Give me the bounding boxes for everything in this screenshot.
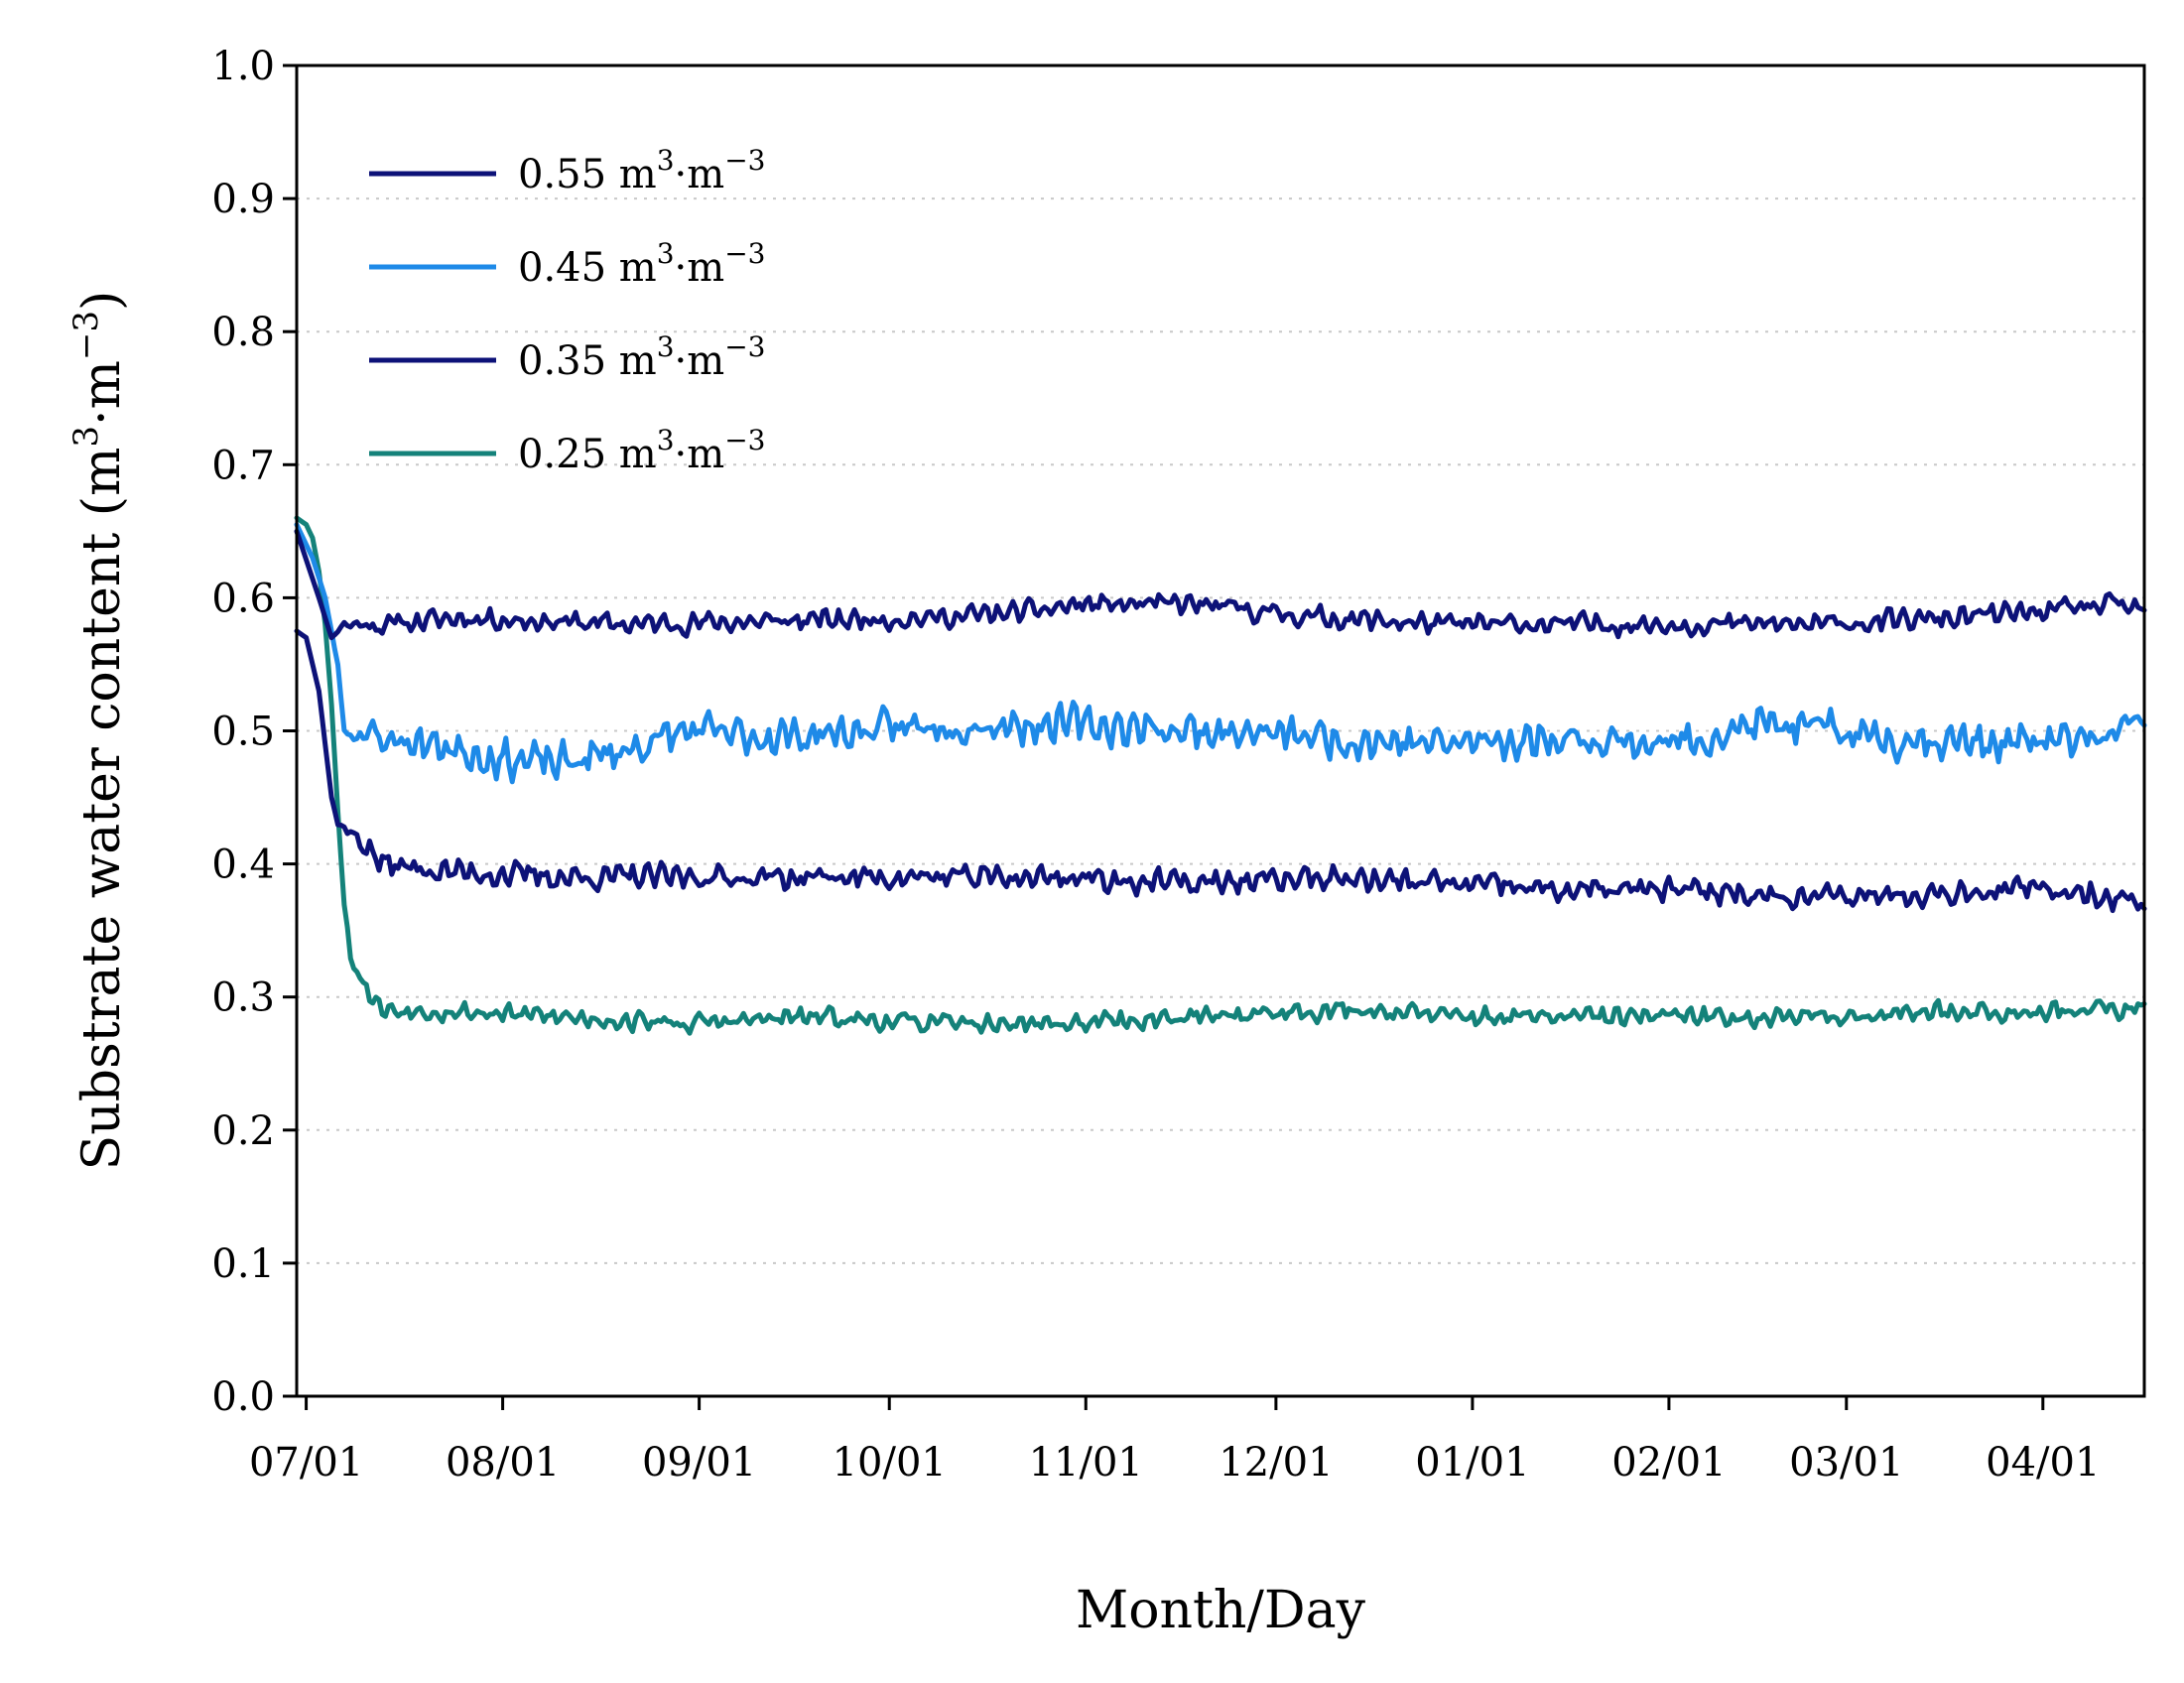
x-tick-label: 01/01 bbox=[1415, 1440, 1529, 1486]
x-axis: 07/01 08/01 09/01 10/01 11/01 12/01 01/01 02/01… bbox=[249, 1396, 2100, 1486]
y-tick-label: 0.5 bbox=[211, 710, 275, 755]
legend-label: 0.25 m3·m−3 bbox=[518, 424, 765, 477]
x-tick-label: 08/01 bbox=[446, 1440, 560, 1486]
y-axis: 0.0 0.1 0.2 0.3 0.4 0.5 0.6 0.7 0.8 0.9 1.0 bbox=[211, 44, 297, 1420]
x-tick-label: 12/01 bbox=[1219, 1440, 1333, 1486]
y-tick-label: 0.4 bbox=[211, 842, 275, 888]
y-tick-label: 0.6 bbox=[211, 576, 275, 621]
x-tick-label: 11/01 bbox=[1029, 1440, 1143, 1486]
legend-label: 0.55 m3·m−3 bbox=[518, 144, 765, 197]
legend-label: 0.35 m3·m−3 bbox=[518, 330, 765, 384]
y-tick-label: 0.7 bbox=[211, 443, 275, 488]
y-tick-label: 0.2 bbox=[211, 1108, 275, 1154]
legend-item: 0.55 m3·m−3 bbox=[369, 144, 765, 197]
y-tick-label: 0.0 bbox=[211, 1374, 275, 1420]
series-line bbox=[294, 522, 2147, 785]
legend-label: 0.45 m3·m−3 bbox=[518, 237, 765, 291]
y-tick-label: 0.9 bbox=[211, 177, 275, 222]
series-lines bbox=[294, 515, 2147, 1036]
x-tick-label: 04/01 bbox=[1986, 1440, 2100, 1486]
y-tick-label: 0.8 bbox=[211, 310, 275, 355]
legend-item: 0.25 m3·m−3 bbox=[369, 424, 765, 477]
y-tick-label: 0.1 bbox=[211, 1241, 275, 1287]
legend-item: 0.45 m3·m−3 bbox=[369, 237, 765, 291]
x-tick-label: 02/01 bbox=[1611, 1440, 1726, 1486]
legend-item: 0.35 m3·m−3 bbox=[369, 330, 765, 384]
legend: 0.55 m3·m−3 0.45 m3·m−3 0.35 m3·m−3 0.25 m3… bbox=[369, 144, 765, 477]
series-line bbox=[294, 528, 2147, 641]
y-tick-label: 0.3 bbox=[211, 975, 275, 1021]
x-tick-label: 09/01 bbox=[642, 1440, 756, 1486]
x-tick-label: 03/01 bbox=[1789, 1440, 1903, 1486]
x-tick-label: 10/01 bbox=[833, 1440, 947, 1486]
series-line bbox=[294, 515, 2147, 1036]
x-axis-title: Month/Day bbox=[1076, 1581, 1366, 1640]
y-axis-title: Substrate water content (m3·m−3) bbox=[66, 291, 132, 1171]
series-line bbox=[294, 628, 2147, 914]
x-tick-label: 07/01 bbox=[249, 1440, 363, 1486]
y-tick-label: 1.0 bbox=[211, 44, 275, 89]
